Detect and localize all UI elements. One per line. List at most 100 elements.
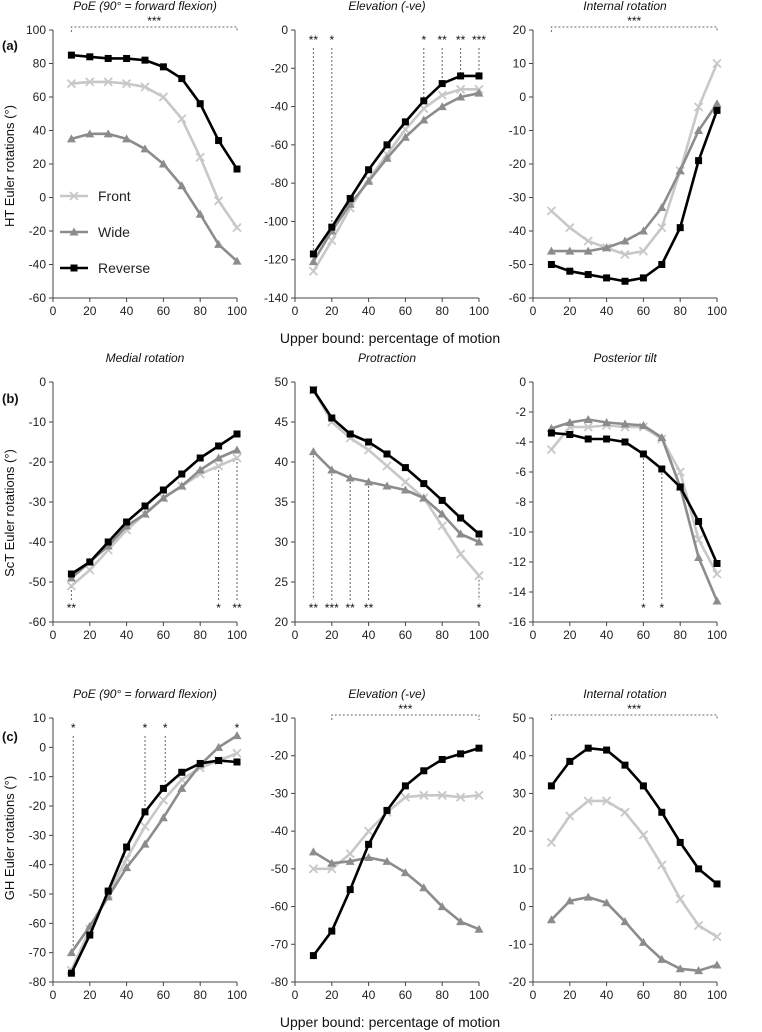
data-point	[713, 106, 721, 114]
y-tick-label: -80	[271, 975, 289, 989]
panel-2: Internal rotation -60 -50 -40 -30 -20 -10 0 10 20…	[509, 0, 728, 318]
significance-label: ***	[627, 14, 641, 28]
x-tick-label: 60	[157, 628, 171, 642]
y-tick-label: 0	[39, 191, 46, 205]
significance-label: *	[477, 601, 482, 615]
series-wide	[546, 99, 722, 255]
y-tick-label: 40	[275, 455, 289, 469]
panel-3: Medial rotation -60 -50 -40 -30 -20 -10 0 0 20 40 6…	[29, 351, 248, 642]
series-front	[66, 453, 242, 591]
y-tick-label: 10	[513, 57, 527, 71]
data-point	[215, 137, 223, 145]
data-point	[437, 90, 447, 100]
data-point	[675, 467, 685, 477]
data-point	[67, 51, 75, 59]
data-point	[475, 744, 483, 752]
data-point	[214, 239, 224, 248]
x-tick-label: 80	[674, 628, 688, 642]
significance-label: *	[71, 721, 76, 735]
data-point	[382, 461, 392, 471]
y-tick-label: -40	[271, 100, 289, 114]
data-point	[309, 952, 317, 960]
data-point	[400, 132, 410, 141]
x-tick-label: 20	[563, 988, 577, 1002]
data-point	[233, 165, 241, 173]
y-tick-label: -80	[29, 975, 47, 989]
significance-label: *	[163, 721, 168, 735]
data-point	[657, 203, 667, 212]
panel-8: Internal rotation -20 -10 0 10 20 30 40 50 0 20 40 6…	[509, 687, 728, 1002]
data-point	[602, 243, 612, 252]
series-line	[313, 794, 480, 871]
significance-bracket	[550, 26, 718, 32]
data-point	[474, 88, 484, 97]
y-tick-label: 40	[33, 124, 47, 138]
y-tick-label: -30	[271, 786, 289, 800]
y-tick-label: -20	[29, 799, 47, 813]
data-point	[565, 896, 575, 905]
y-tick-label: 80	[33, 57, 47, 71]
data-point	[621, 277, 629, 285]
panel-title: PoE (90° = forward flexion)	[73, 0, 217, 13]
x-tick-label: 80	[436, 628, 450, 642]
x-tick-label: 20	[83, 628, 97, 642]
data-point	[546, 444, 557, 455]
significance-label: ***	[398, 702, 412, 716]
data-point	[141, 808, 149, 816]
y-tick-label: 50	[513, 711, 527, 725]
data-point	[401, 464, 409, 472]
x-tick-label: 60	[157, 304, 171, 318]
data-point	[566, 267, 574, 275]
data-point	[215, 442, 223, 450]
series-wide	[308, 447, 484, 546]
series-line	[71, 53, 239, 170]
data-point	[475, 72, 483, 80]
data-point	[364, 477, 374, 486]
data-point	[327, 858, 337, 867]
data-point	[620, 419, 630, 428]
data-point	[308, 847, 318, 856]
y-tick-label: -60	[29, 615, 47, 629]
data-point	[620, 236, 630, 245]
data-point	[308, 447, 318, 456]
data-point	[196, 454, 204, 462]
data-point	[309, 386, 317, 394]
data-point	[420, 480, 428, 488]
data-point	[177, 774, 187, 785]
x-tick-label: 20	[563, 304, 577, 318]
y-tick-label: -120	[264, 253, 288, 267]
x-tick-label: 0	[50, 304, 57, 318]
data-point	[104, 538, 112, 546]
y-tick-label: -40	[29, 535, 47, 549]
significance-label: *	[235, 721, 240, 735]
data-point	[602, 898, 612, 907]
y-tick-label: -60	[271, 900, 289, 914]
y-tick-label: -10	[509, 525, 527, 539]
data-point	[232, 256, 242, 265]
data-point	[713, 880, 721, 888]
y-tick-label: 0	[39, 375, 46, 389]
y-tick-label: -10	[29, 415, 47, 429]
data-point	[328, 223, 336, 231]
y-tick-label: -20	[271, 61, 289, 75]
data-point	[346, 194, 354, 202]
data-point	[140, 839, 150, 848]
data-point	[363, 445, 374, 455]
y-axis-label-sct: ScT Euler rotations (°)	[2, 449, 17, 577]
data-point	[196, 100, 204, 108]
data-point	[694, 966, 704, 975]
data-point	[103, 129, 113, 138]
data-point	[345, 199, 355, 208]
data-point	[400, 868, 410, 877]
y-tick-label: 60	[33, 90, 47, 104]
data-point	[675, 964, 685, 973]
series-front	[308, 790, 484, 874]
data-point	[546, 246, 556, 255]
data-point	[676, 483, 684, 491]
y-tick-label: -40	[29, 858, 47, 872]
x-tick-label: 100	[707, 304, 727, 318]
data-point	[474, 924, 484, 933]
y-tick-label: -20	[29, 224, 47, 238]
data-point	[232, 445, 242, 454]
y-tick-label: 0	[519, 90, 526, 104]
